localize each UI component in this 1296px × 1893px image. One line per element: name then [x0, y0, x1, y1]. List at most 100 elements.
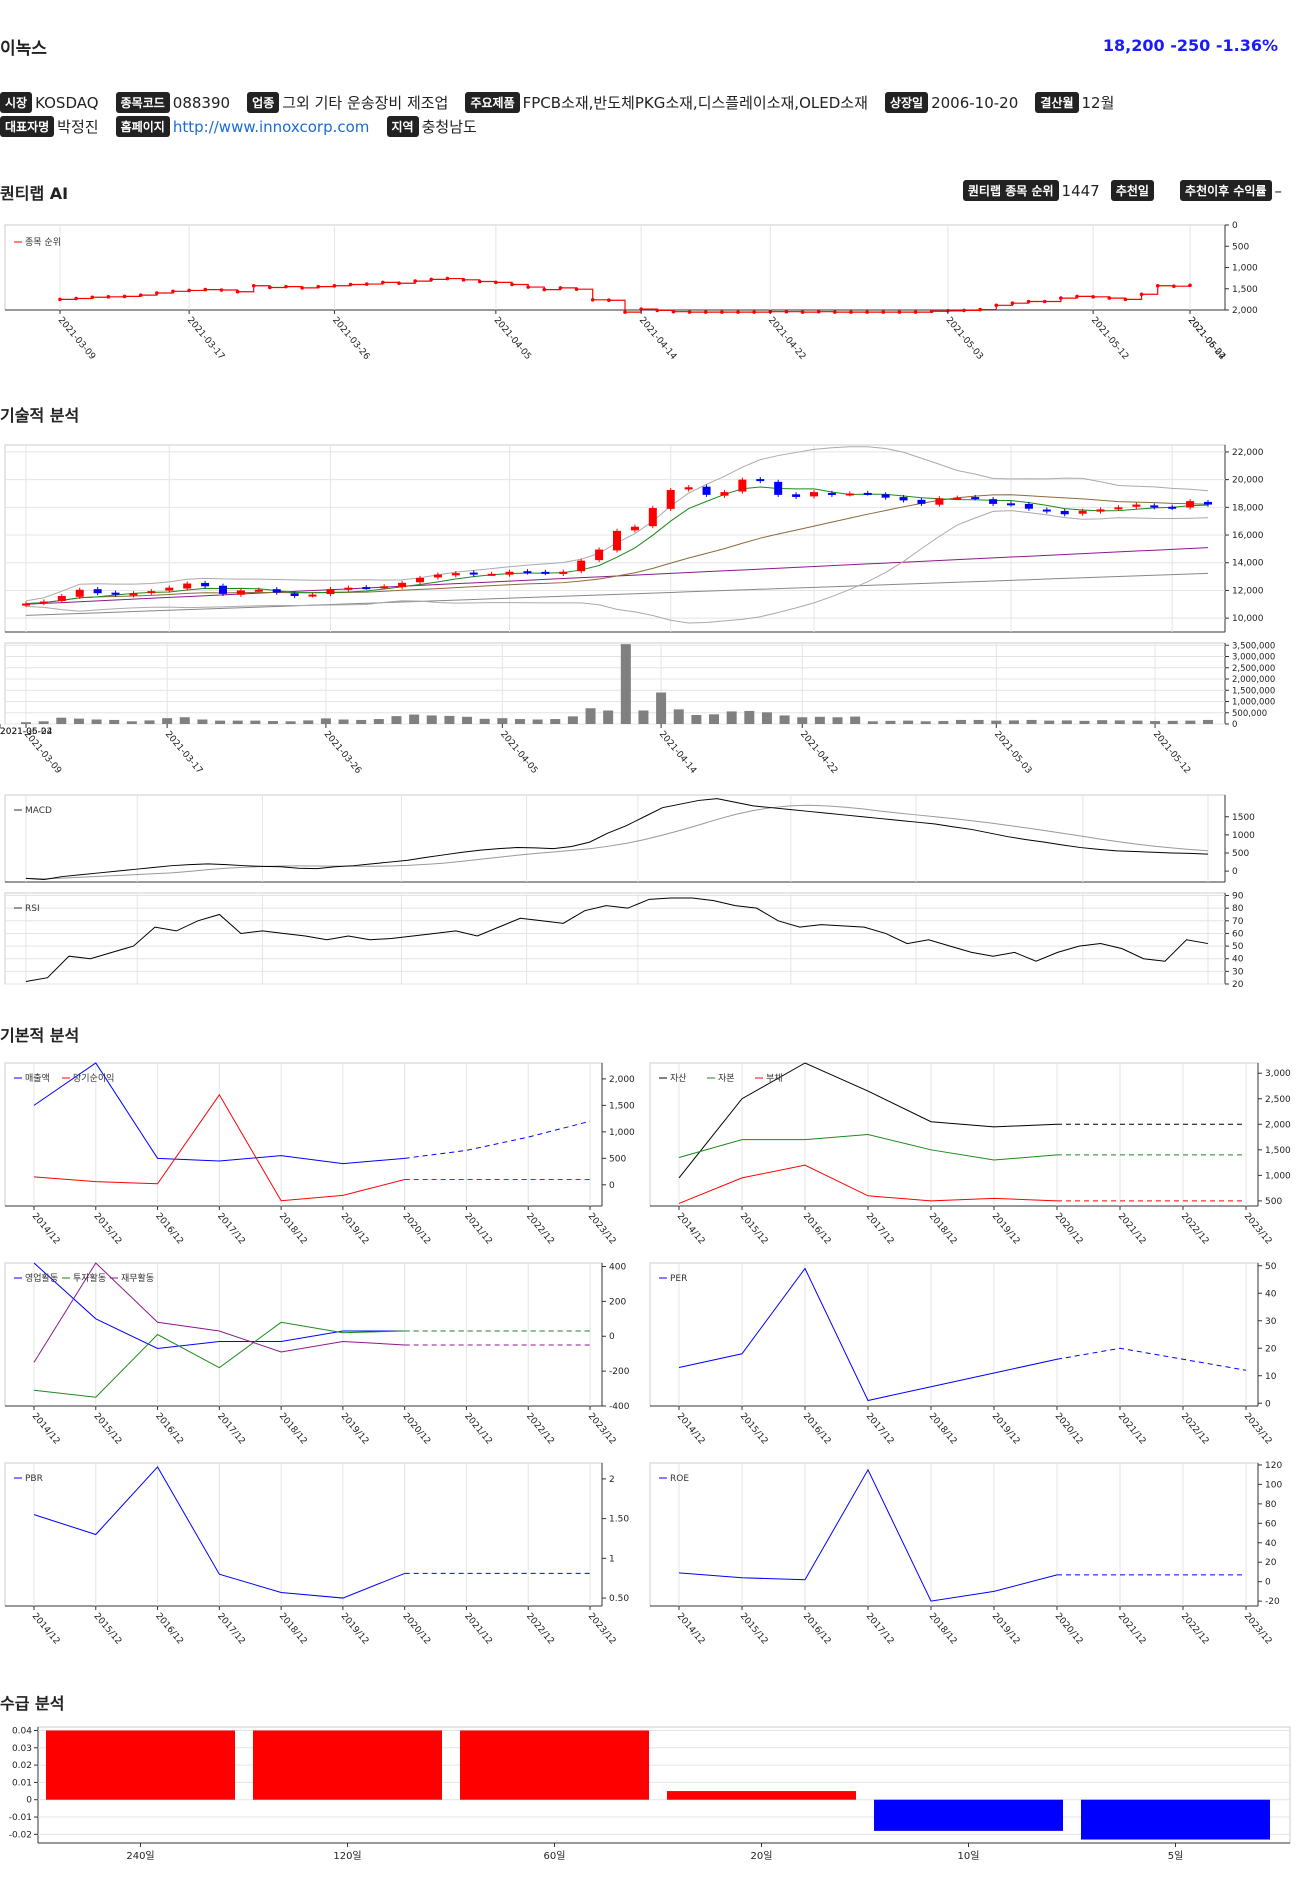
legend-label: 자본	[718, 1073, 735, 1084]
x-tick-label: 20일	[751, 1850, 773, 1862]
y-tick-label: 400	[609, 1262, 626, 1272]
legend-label: 매출액	[25, 1072, 50, 1084]
volume-bar	[920, 721, 931, 724]
candle-body	[326, 589, 335, 595]
series-line	[678, 1164, 1058, 1204]
candle-body	[201, 582, 210, 587]
y-tick-label: 3,000,000	[1232, 653, 1275, 663]
homepage-link[interactable]: http://www.innoxcorp.com	[172, 118, 370, 136]
y-tick-label: 70	[1232, 917, 1244, 927]
candle-body	[93, 589, 102, 594]
candle-body	[398, 582, 407, 588]
volume-bar	[409, 714, 420, 724]
candle-body	[75, 589, 84, 597]
x-tick-label: 2022/12	[524, 1212, 556, 1247]
legend-label: 투자활동	[73, 1272, 106, 1284]
supply-bar	[46, 1730, 235, 1800]
market-tag: 시장	[0, 92, 33, 113]
rank-point	[784, 309, 789, 314]
y-tick-label: 20	[1265, 1344, 1277, 1354]
candle-body	[613, 530, 621, 551]
roe-chart: -20 0 20 40 60 80 100 120 ROE 2014/12 2015/12 2016/…	[649, 1461, 1282, 1647]
volume-bar	[814, 716, 825, 724]
volume-bar	[285, 721, 296, 724]
x-tick-label: 2014/12	[675, 1612, 707, 1647]
x-tick-label: 2016/12	[801, 1612, 833, 1647]
supply-bar	[874, 1799, 1063, 1831]
x-tick-label: 2022/12	[1179, 1612, 1211, 1647]
y-tick-label: 0	[609, 1181, 615, 1191]
y-tick-label: 2,000,000	[1232, 675, 1275, 685]
y-tick-label: 0.03	[12, 1744, 32, 1754]
y-tick-label: 3,000	[1265, 1069, 1291, 1079]
volume-bar	[550, 719, 561, 724]
section-ai-title: 퀀티랩 AI	[0, 184, 69, 203]
return-tag: 추천이후 수익률	[1180, 180, 1272, 201]
y-tick-label: 50	[1265, 1262, 1277, 1272]
volume-bar	[91, 719, 102, 724]
candle-body	[1096, 509, 1105, 512]
series-estimate-line	[404, 1120, 591, 1159]
y-tick-label: 2	[609, 1475, 615, 1485]
y-tick-label: 2,500,000	[1232, 664, 1275, 674]
signal-line	[25, 804, 1209, 880]
candle-body	[219, 585, 227, 594]
volume-bar	[1026, 719, 1037, 724]
rank-point	[736, 310, 740, 314]
volume-bar	[726, 711, 737, 724]
legend-label: RSI	[25, 904, 40, 914]
x-tick-label: 2020/12	[400, 1612, 432, 1647]
candle-body	[1132, 504, 1141, 507]
rank-point	[1188, 283, 1192, 288]
rank-line	[60, 277, 1191, 313]
rank-point	[800, 310, 805, 314]
y-tick-label: 1.50	[609, 1515, 629, 1525]
y-tick-label: 0	[1232, 221, 1238, 231]
y-tick-label: 1500	[1232, 813, 1255, 823]
rank-chart: 0 500 1,000 1,500 2,000 종목 순위 2021-03-09 2021-0…	[4, 221, 1258, 363]
candle-body	[1186, 501, 1195, 508]
y-tick-label: 0	[1232, 720, 1237, 730]
homepage-tag: 홈페이지	[115, 116, 170, 137]
candle-body	[559, 571, 568, 574]
x-tick-label: 2021-04-05	[492, 316, 533, 363]
volume-bar	[232, 720, 243, 724]
rank-point	[962, 308, 966, 313]
x-tick-label: 240일	[126, 1850, 154, 1862]
x-tick-label: 2022/12	[524, 1412, 556, 1447]
y-tick-label: 18,000	[1232, 503, 1264, 513]
x-tick-label: 2019/12	[339, 1612, 371, 1647]
candle-body	[630, 526, 639, 531]
x-tick-label: 2020/12	[400, 1412, 432, 1447]
candle-body	[684, 487, 693, 490]
x-tick-label: 2021-04-05	[498, 730, 539, 777]
x-tick-label: 2019/12	[990, 1212, 1022, 1247]
x-tick-label: 2021-03-26	[330, 316, 371, 363]
rank-point	[849, 310, 853, 314]
plot-frame	[649, 1062, 1259, 1207]
bollinger-lower	[25, 510, 1209, 624]
y-tick-label: 120	[1265, 1461, 1282, 1471]
sales-chart: 0 500 1,000 1,500 2,000 매출액 당기순이익 2014/12 2015/1…	[4, 1062, 635, 1247]
candle-body	[39, 601, 48, 604]
rank-point	[703, 310, 708, 314]
volume-bar	[1167, 720, 1178, 724]
x-tick-label: 2019/12	[990, 1612, 1022, 1647]
rank-point	[477, 279, 482, 284]
series-line	[678, 1468, 1058, 1602]
x-tick-label: 2021-05-03	[944, 316, 985, 363]
macd-line	[25, 798, 1209, 880]
volume-bar	[1150, 721, 1161, 724]
info-row-1: 시장 KOSDAQ 종목코드 088390 업종 그외 기타 운송장비 제조업 주요제…	[0, 92, 1126, 113]
x-tick-label: 120일	[333, 1850, 361, 1862]
candle-body	[236, 590, 245, 595]
candle-body	[810, 492, 818, 497]
volume-bar	[673, 709, 684, 724]
legend-label: ROE	[670, 1474, 689, 1484]
x-tick-label: 2015/12	[738, 1412, 770, 1447]
rank-point	[122, 294, 127, 299]
rank-point	[171, 289, 175, 294]
code-tag: 종목코드	[115, 92, 170, 113]
rank-point	[381, 280, 385, 285]
rank-point	[106, 295, 111, 299]
